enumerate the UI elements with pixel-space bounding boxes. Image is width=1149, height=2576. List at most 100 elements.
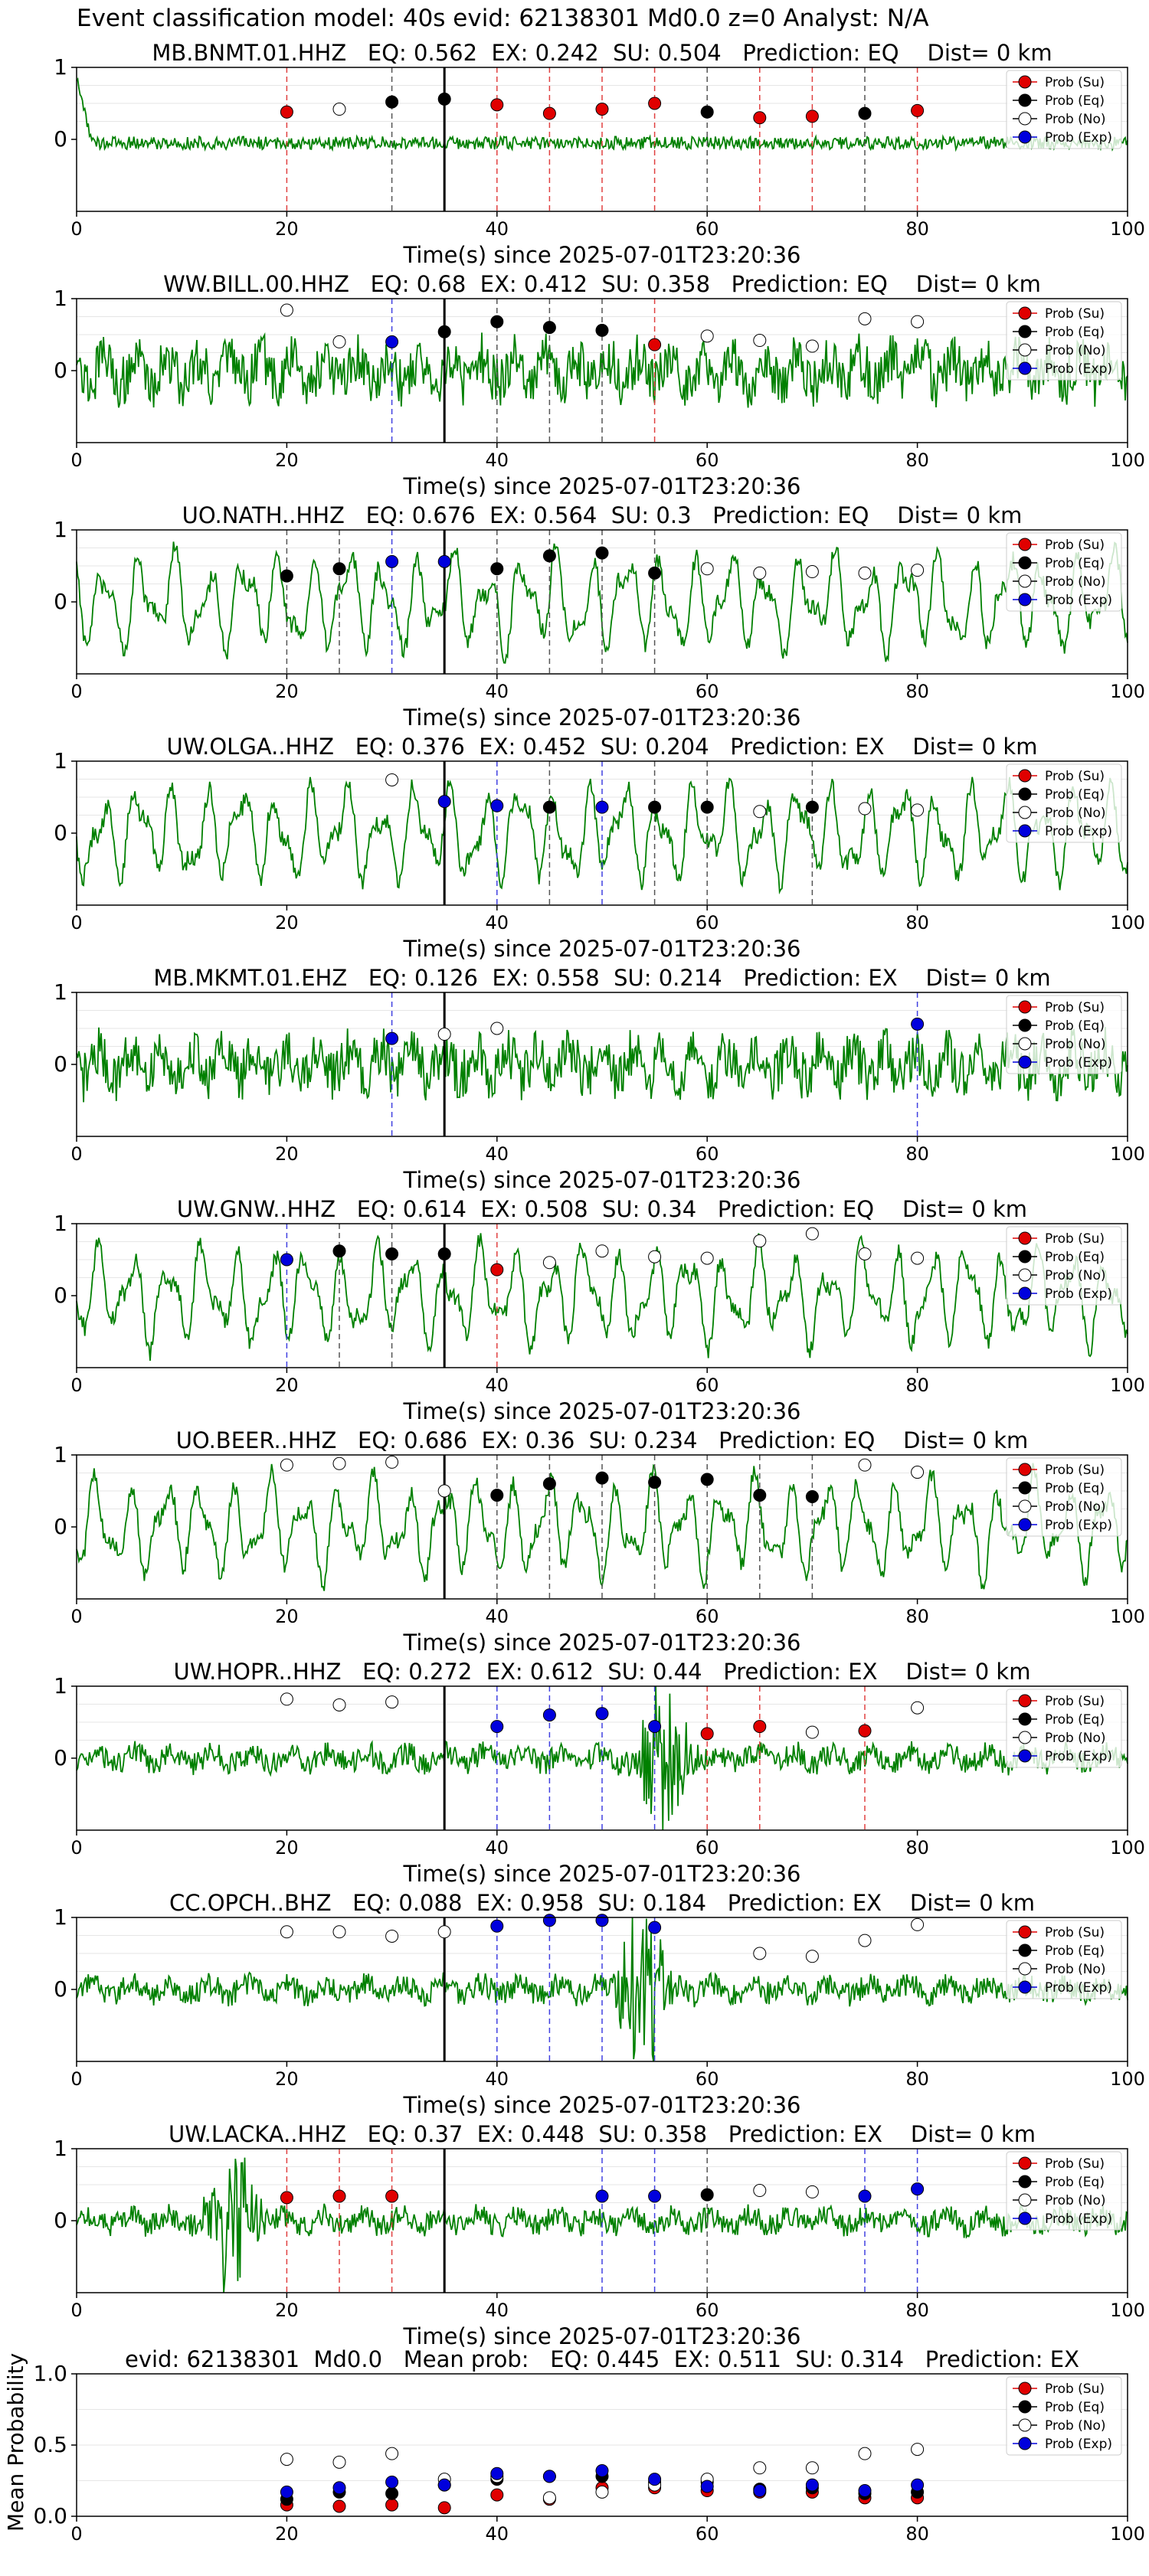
probability-point [332,335,346,348]
panel-plot: 0 20 40 60 80 100 1 0 Prob (Su) Prob (Eq) Prob (No… [54,1211,1145,1396]
probability-point [911,803,925,817]
legend-marker [1018,1731,1032,1744]
legend-label: Prob (Su) [1045,538,1105,553]
mean-probability-point [911,2443,925,2457]
probability-point [858,1458,872,1472]
y-tick-label: 0 [54,1745,67,1770]
mean-probability-point [280,2485,293,2499]
probability-point [753,1489,767,1502]
mean-probability-point [280,2453,293,2466]
probability-point [648,1720,662,1734]
x-tick-label: 0 [70,2300,82,2321]
probability-point [858,802,872,816]
probability-point [700,1473,714,1486]
station-panel: UO.BEER..HHZ EQ: 0.686 EX: 0.36 SU: 0.23… [0,1427,1149,1659]
legend-marker [1018,325,1032,338]
legend-marker [1018,2418,1032,2432]
x-tick-label: 80 [905,2068,929,2090]
panel-plot: 0 20 40 60 80 100 1 0 Prob (Su) Prob (Eq) Prob (No… [54,286,1145,471]
x-tick-label: 100 [1110,449,1145,471]
x-tick-label: 20 [275,449,299,471]
x-tick-label: 40 [486,1837,509,1858]
probability-point [490,315,504,329]
probability-point [805,800,819,814]
probability-point [332,562,346,576]
x-tick-label: 0 [70,912,82,933]
probability-point [858,1247,872,1260]
legend-marker [1018,1463,1032,1476]
x-axis-label: Time(s) since 2025-07-01T23:20:36 [403,2092,801,2118]
probability-point [280,105,293,119]
mean-probability-point [700,2480,714,2493]
x-tick-label: 20 [275,912,299,933]
legend-label: Prob (Exp) [1045,1749,1112,1764]
probability-point [753,1234,767,1248]
y-tick-label: 1 [54,979,67,1005]
station-panel: UW.GNW..HHZ EQ: 0.614 EX: 0.508 SU: 0.34… [0,1196,1149,1427]
x-tick-label: 20 [275,1606,299,1627]
x-tick-label: 100 [1110,1375,1145,1396]
station-panel: WW.BILL.00.HHZ EQ: 0.68 EX: 0.412 SU: 0.… [0,271,1149,502]
y-tick-label: 0 [54,1051,67,1077]
legend-box [1006,1688,1122,1768]
panel-plot: 0 20 40 60 80 100 1.0 0.5 0.0 Prob (Su) Prob (Eq) P… [33,2361,1144,2545]
y-tick-label: 1 [54,517,67,542]
panel-title: MB.BNMT.01.HHZ EQ: 0.562 EX: 0.242 SU: 0… [152,40,1052,66]
x-tick-label: 100 [1110,218,1145,240]
x-tick-label: 40 [486,912,509,933]
legend-box [1006,1226,1122,1306]
x-tick-label: 60 [696,1143,719,1165]
panel-title: UW.LACKA..HHZ EQ: 0.37 EX: 0.448 SU: 0.3… [169,2121,1036,2147]
probability-point [385,773,399,786]
legend-marker [1018,75,1032,89]
legend-label: Prob (Exp) [1045,361,1112,377]
legend-label: Prob (Eq) [1045,1943,1105,1959]
x-tick-label: 80 [905,1375,929,1396]
legend-box [1006,2151,1122,2231]
x-tick-label: 0 [70,2523,82,2545]
legend-marker [1018,1481,1032,1495]
x-tick-label: 100 [1110,2300,1145,2321]
y-tick-label: 1 [54,748,67,773]
x-tick-label: 100 [1110,912,1145,933]
probability-point [280,1925,293,1939]
y-tick-label: 0.5 [33,2432,67,2457]
probability-point [805,1227,819,1241]
y-tick-label: 0 [54,820,67,845]
legend-label: Prob (Eq) [1045,2175,1105,2190]
mean-probability-point [595,2485,609,2499]
legend-marker [1018,2212,1032,2225]
legend-marker [1018,1231,1032,1245]
legend-label: Prob (Eq) [1045,1018,1105,1034]
x-tick-label: 40 [486,449,509,471]
waveform-trace [76,332,1128,408]
legend-marker [1018,1250,1032,1263]
probability-point [911,103,925,117]
legend-marker [1018,806,1032,819]
y-tick-label: 1 [54,2136,67,2161]
probability-point [911,1251,925,1265]
legend-label: Prob (No) [1045,343,1106,358]
legend-box [1006,301,1122,381]
legend-marker [1018,130,1032,144]
legend-label: Prob (Su) [1045,1000,1105,1015]
probability-point [595,1471,609,1485]
mean-probability-point [437,2501,451,2515]
mean-probability-point [911,2478,925,2492]
legend-box [1006,1457,1122,1537]
probability-point [700,105,714,119]
probability-point [911,564,925,577]
y-tick-label: 1 [54,1211,67,1236]
x-tick-label: 60 [696,218,719,240]
probability-point [437,325,451,338]
probability-point [437,1925,451,1939]
probability-point [332,2189,346,2203]
legend-label: Prob (Su) [1045,1463,1105,1478]
legend-marker [1018,1055,1032,1069]
x-tick-label: 20 [275,2300,299,2321]
legend-box [1006,995,1122,1074]
panel-title: evid: 62138301 Md0.0 Mean prob: EQ: 0.44… [125,2346,1079,2372]
probability-point [542,321,556,335]
probability-point [280,569,293,583]
x-tick-label: 40 [486,1375,509,1396]
